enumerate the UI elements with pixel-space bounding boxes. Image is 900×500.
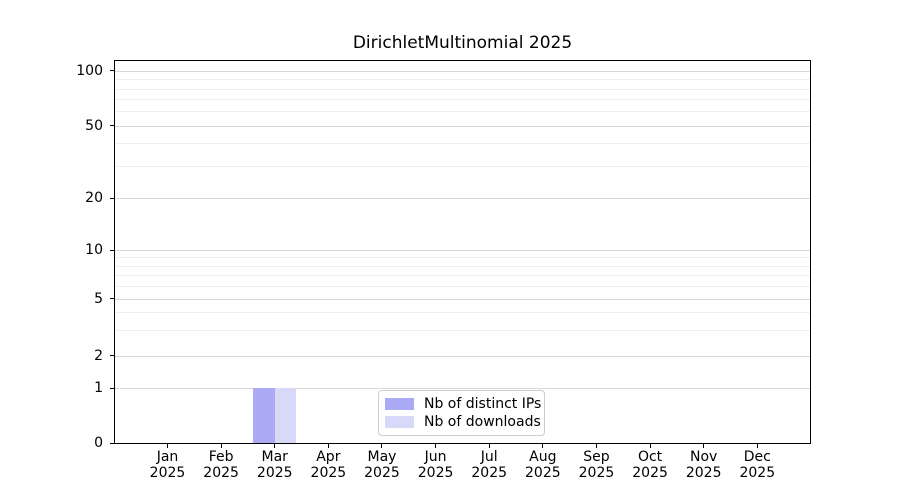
x-tick-label: May 2025 xyxy=(350,449,414,481)
gridline-minor xyxy=(115,330,810,332)
legend-item-downloads: Nb of downloads xyxy=(385,413,541,431)
x-tick xyxy=(542,444,544,448)
x-tick-label: Feb 2025 xyxy=(189,449,253,481)
y-tick-label: 100 xyxy=(76,62,103,79)
y-tick-label: 0 xyxy=(94,435,103,451)
x-tick-month: Apr xyxy=(316,449,341,465)
x-tick xyxy=(703,444,705,448)
gridline-major xyxy=(115,198,810,200)
legend-label-downloads: Nb of downloads xyxy=(424,414,541,430)
gridline-major xyxy=(115,125,810,127)
y-tick xyxy=(110,298,114,300)
x-tick-month: Jul xyxy=(480,449,498,465)
x-tick xyxy=(327,444,329,448)
gridline-minor xyxy=(115,275,810,277)
gridline-major xyxy=(115,298,810,300)
x-tick xyxy=(381,444,383,448)
y-tick-label: 20 xyxy=(85,190,103,207)
x-tick-label: Jan 2025 xyxy=(136,449,200,481)
gridline-minor xyxy=(115,88,810,90)
y-tick xyxy=(110,125,114,127)
legend-item-distinct-ips: Nb of distinct IPs xyxy=(385,395,542,413)
x-tick-year: 2025 xyxy=(256,465,293,481)
x-tick-label: Apr 2025 xyxy=(296,449,360,481)
y-tick-label: 1 xyxy=(94,380,103,397)
bar-distinct-ips-mar xyxy=(253,388,275,443)
gridline-minor xyxy=(115,257,810,259)
plot-area xyxy=(114,60,811,444)
gridline-major xyxy=(115,250,810,252)
x-tick-year: 2025 xyxy=(739,465,776,481)
y-tick xyxy=(110,442,114,444)
x-tick-month: Sep xyxy=(583,449,610,465)
gridline-minor xyxy=(115,265,810,267)
legend-swatch-downloads-icon xyxy=(385,416,414,428)
gridline-minor xyxy=(115,79,810,81)
y-tick xyxy=(110,197,114,199)
x-tick xyxy=(488,444,490,448)
x-tick-month: May xyxy=(367,449,397,465)
x-tick-month: Oct xyxy=(637,449,663,465)
x-tick xyxy=(756,444,758,448)
x-tick-label: Oct 2025 xyxy=(618,449,682,481)
legend: Nb of distinct IPs Nb of downloads xyxy=(378,390,545,436)
x-tick-year: 2025 xyxy=(685,465,722,481)
y-tick xyxy=(110,70,114,72)
gridline-minor xyxy=(115,143,810,145)
gridline-minor xyxy=(115,99,810,101)
x-tick xyxy=(274,444,276,448)
x-tick-label: Dec 2025 xyxy=(725,449,789,481)
x-tick-month: Jan xyxy=(156,449,179,465)
x-tick-label: Mar 2025 xyxy=(243,449,307,481)
x-tick-label: Jun 2025 xyxy=(404,449,468,481)
x-tick-label: Nov 2025 xyxy=(672,449,736,481)
x-tick-month: Feb xyxy=(208,449,234,465)
y-tick xyxy=(110,387,114,389)
x-tick xyxy=(649,444,651,448)
x-tick-year: 2025 xyxy=(417,465,454,481)
legend-label-distinct-ips: Nb of distinct IPs xyxy=(424,396,542,412)
gridline-major xyxy=(115,70,810,72)
x-tick-year: 2025 xyxy=(203,465,239,481)
gridline-minor xyxy=(115,312,810,314)
x-tick-month: Aug xyxy=(529,449,557,465)
gridline-minor xyxy=(115,166,810,168)
y-tick-label: 10 xyxy=(85,242,103,259)
x-tick xyxy=(595,444,597,448)
chart-title: DirichletMultinomial 2025 xyxy=(352,33,573,53)
y-tick-label: 2 xyxy=(94,347,103,364)
x-tick-label: Jul 2025 xyxy=(457,449,521,481)
x-tick xyxy=(167,444,168,448)
x-tick xyxy=(435,444,437,448)
y-tick-label: 50 xyxy=(85,117,103,134)
gridline-major xyxy=(115,388,810,390)
x-tick-label: Aug 2025 xyxy=(511,449,575,481)
x-tick-label: Sep 2025 xyxy=(564,449,628,481)
legend-swatch-distinct-ips-icon xyxy=(385,398,414,410)
x-tick-year: 2025 xyxy=(364,465,400,481)
x-tick-month: Nov xyxy=(690,449,718,465)
x-tick-month: Mar xyxy=(261,449,288,465)
x-tick-year: 2025 xyxy=(471,465,508,481)
x-tick-year: 2025 xyxy=(525,465,561,481)
y-tick xyxy=(110,249,114,251)
x-tick-year: 2025 xyxy=(578,465,615,481)
gridline-minor xyxy=(115,111,810,113)
x-tick-year: 2025 xyxy=(149,465,186,481)
x-tick-year: 2025 xyxy=(310,465,347,481)
y-tick xyxy=(110,355,114,357)
x-tick-year: 2025 xyxy=(632,465,668,481)
x-tick-month: Jun xyxy=(424,449,447,465)
bar-downloads-mar xyxy=(274,388,297,443)
gridline-major xyxy=(115,355,810,357)
gridline-minor xyxy=(115,285,810,287)
x-tick-month: Dec xyxy=(743,449,771,465)
x-tick xyxy=(220,444,222,448)
y-tick-label: 5 xyxy=(94,290,103,307)
